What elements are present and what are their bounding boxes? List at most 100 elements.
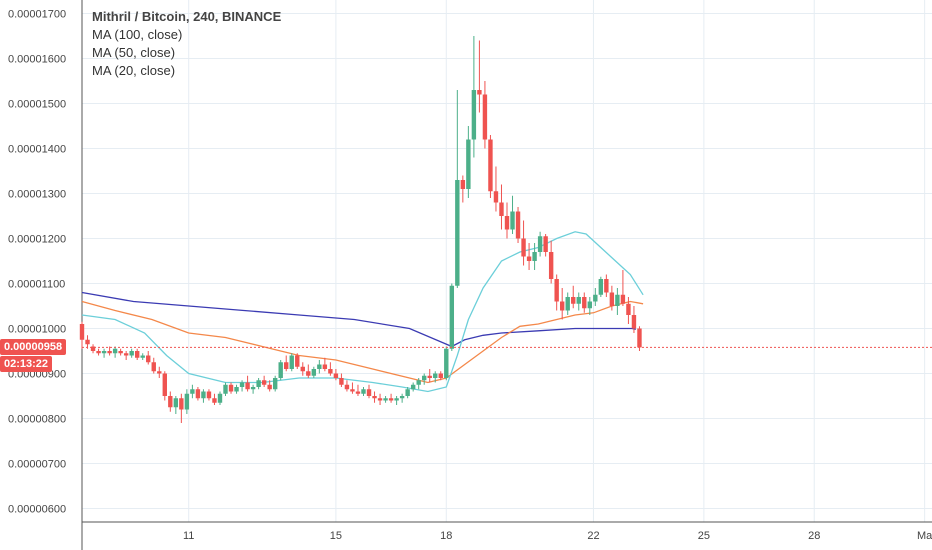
candle-body xyxy=(306,371,311,376)
candle-body xyxy=(311,369,317,376)
legend-ma20[interactable]: MA (20, close) xyxy=(92,63,176,78)
last-price-tag: 0.00000958 xyxy=(0,339,67,356)
candle-body xyxy=(245,382,250,390)
candle xyxy=(510,195,515,234)
candle-body xyxy=(134,351,140,358)
candle xyxy=(504,202,510,239)
candle-body xyxy=(284,362,289,369)
candle xyxy=(637,326,642,351)
x-axis: 11 15 18 22 25 28 Ma xyxy=(82,521,932,542)
candle-body xyxy=(212,398,217,403)
candle-body xyxy=(416,380,421,385)
candle xyxy=(366,384,372,399)
candle-body xyxy=(223,384,228,394)
x-tick-label: 25 xyxy=(698,530,710,542)
candle-body xyxy=(107,351,112,354)
chart-legend: Mithril / Bitcoin, 240, BINANCE MA (100,… xyxy=(92,8,281,80)
legend-ma50[interactable]: MA (50, close) xyxy=(92,45,176,60)
ma100-line xyxy=(81,291,636,348)
candle-body xyxy=(239,382,245,387)
candle xyxy=(157,366,162,378)
candle-body xyxy=(206,391,212,399)
candle xyxy=(372,391,377,403)
candle-body xyxy=(90,346,96,351)
candle-body xyxy=(372,396,377,399)
candle xyxy=(96,348,101,356)
candle-body xyxy=(388,398,394,401)
candle-body xyxy=(118,351,123,354)
candle xyxy=(250,384,256,394)
candle xyxy=(361,387,366,396)
candle xyxy=(206,389,212,401)
candle xyxy=(488,135,493,198)
candle xyxy=(79,321,85,349)
candle-body xyxy=(565,297,570,311)
candle xyxy=(449,283,455,351)
candle xyxy=(438,371,443,381)
candle xyxy=(543,234,548,257)
candle xyxy=(515,207,521,243)
candle-body xyxy=(228,384,234,392)
x-tick-label: Ma xyxy=(917,530,932,542)
candle xyxy=(300,362,305,376)
candle-body xyxy=(593,294,598,302)
candles xyxy=(79,36,642,423)
candle-body xyxy=(377,398,383,401)
candle xyxy=(444,346,449,381)
candle xyxy=(493,166,499,212)
candle-body xyxy=(609,292,615,306)
candle xyxy=(306,364,311,378)
candle xyxy=(532,243,537,270)
candle-body xyxy=(101,351,107,354)
candle-body xyxy=(444,348,449,378)
candle-body xyxy=(493,191,499,203)
candle-body xyxy=(422,375,427,381)
legend-symbol[interactable]: Mithril / Bitcoin, 240, BINANCE xyxy=(92,9,282,24)
candle xyxy=(234,384,239,394)
candle-body xyxy=(532,252,537,261)
candle-body xyxy=(256,380,261,387)
x-tick-label: 11 xyxy=(183,530,194,542)
candle xyxy=(499,184,504,230)
candle xyxy=(118,348,123,356)
x-tick-label: 18 xyxy=(440,530,452,542)
legend-ma100[interactable]: MA (100, close) xyxy=(92,27,183,42)
candle-body xyxy=(571,297,576,304)
candle xyxy=(217,391,223,405)
candle-body xyxy=(466,139,471,189)
candle xyxy=(184,389,190,414)
candle-body xyxy=(576,297,581,304)
candle-body xyxy=(455,180,460,286)
candle-body xyxy=(300,366,305,372)
candle-body xyxy=(333,373,339,378)
candle xyxy=(427,369,432,383)
candle xyxy=(537,231,543,257)
candle-body xyxy=(339,378,344,385)
candle-body xyxy=(234,387,239,392)
candle-body xyxy=(201,391,206,399)
candle-body xyxy=(399,396,405,399)
candle-body xyxy=(355,391,361,394)
moving-average-lines xyxy=(81,231,644,393)
y-tick-label: 0.00001000 xyxy=(8,324,66,336)
candle xyxy=(190,384,195,399)
candle-body xyxy=(598,279,604,295)
candle xyxy=(405,387,410,399)
candle xyxy=(201,389,206,403)
candle xyxy=(482,81,488,149)
candle-body xyxy=(129,351,134,356)
x-tick-label: 15 xyxy=(330,530,342,542)
candle xyxy=(526,243,532,270)
candle xyxy=(344,380,350,392)
candle xyxy=(168,391,173,412)
candle xyxy=(422,373,427,385)
candle xyxy=(548,240,554,284)
candle-body xyxy=(250,387,256,390)
candle xyxy=(394,396,399,405)
candle xyxy=(289,353,294,372)
candle-body xyxy=(471,90,477,140)
candle-body xyxy=(410,384,416,390)
candle xyxy=(295,353,300,369)
candle xyxy=(256,378,261,390)
